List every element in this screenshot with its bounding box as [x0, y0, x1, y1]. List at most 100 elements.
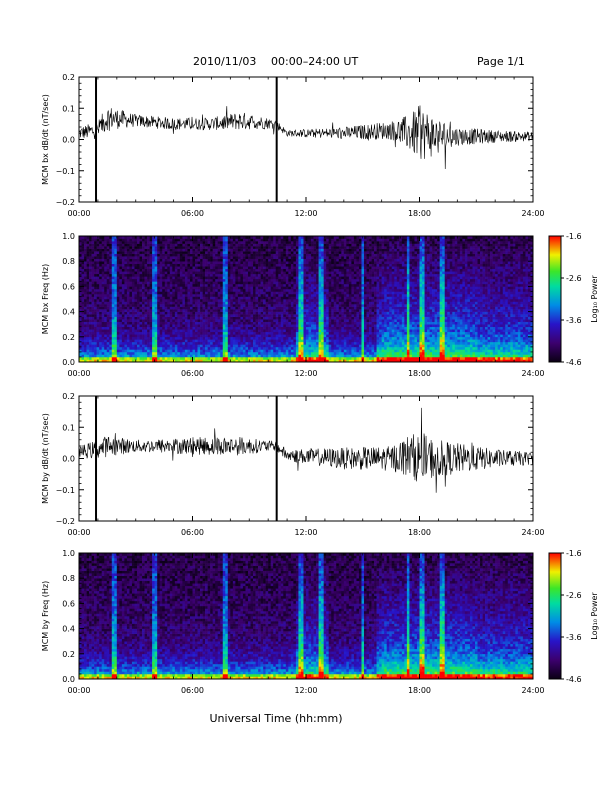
spectrogram-cell — [96, 341, 100, 345]
spectrogram-cell — [129, 299, 133, 302]
spectrogram-cell — [306, 301, 309, 305]
spectrogram-cell — [126, 266, 130, 270]
spectrogram-cell — [258, 286, 261, 290]
spectrogram-cell — [89, 336, 92, 340]
spectrogram-cell — [81, 286, 85, 290]
spectrogram-cell — [131, 329, 135, 333]
spectrogram-cell — [265, 351, 269, 355]
spectrogram-cell — [268, 281, 271, 285]
spectrogram-cell — [147, 248, 150, 252]
spectrogram-cell — [106, 286, 110, 290]
spectrogram-cell — [89, 311, 92, 315]
spectrogram-cell — [182, 256, 186, 259]
spectrogram-cell — [290, 304, 294, 307]
spectrogram-cell — [288, 278, 292, 282]
spectrogram-cell — [295, 246, 299, 249]
spectrogram-cell — [318, 293, 322, 297]
spectrogram-cell — [295, 241, 299, 244]
spectrogram-cell — [182, 329, 186, 333]
spectrogram-cell — [290, 359, 294, 363]
spectrogram-cell — [174, 324, 178, 328]
spectrogram-cell — [131, 359, 135, 363]
spectrogram-cell — [278, 286, 282, 290]
spectrogram-cell — [280, 238, 284, 242]
spectrogram-cell — [167, 306, 171, 310]
spectrogram-cell — [215, 329, 219, 333]
spectrogram-cell — [169, 309, 173, 312]
spectrogram-cell — [147, 258, 150, 262]
spectrogram-cell — [137, 331, 140, 335]
spectrogram-cell — [253, 299, 256, 302]
spectrogram-cell — [298, 283, 302, 287]
spectrogram-cell — [230, 331, 234, 335]
spectrogram-cell — [237, 331, 241, 335]
spectrogram-cell — [300, 246, 304, 249]
spectrogram-cell — [164, 236, 168, 239]
spectrogram-cell — [300, 283, 304, 287]
spectrogram-cell — [91, 354, 95, 358]
spectrogram-cell — [300, 341, 304, 345]
spectrogram-cell — [247, 326, 251, 330]
spectrogram-cell — [94, 304, 97, 307]
spectrogram-cell — [210, 291, 213, 295]
spectrogram-cell — [293, 314, 297, 317]
spectrogram-cell — [212, 286, 216, 290]
spectrogram-cell — [86, 301, 90, 305]
spectrogram-cell — [293, 324, 297, 328]
spectrogram-cell — [232, 329, 236, 333]
spectrogram-cell — [197, 266, 201, 270]
spectrogram-cell — [99, 241, 102, 244]
spectrogram-cell — [321, 271, 324, 275]
spectrogram-cell — [179, 246, 183, 249]
spectrogram-cell — [268, 311, 271, 315]
spectrogram-cell — [129, 346, 133, 350]
spectrogram-cell — [253, 344, 256, 348]
spectrogram-cell — [184, 311, 188, 315]
spectrogram-cell — [240, 299, 244, 302]
spectrogram-cell — [109, 266, 113, 270]
spectrogram-cell — [172, 256, 176, 259]
spectrogram-cell — [89, 251, 92, 254]
spectrogram-cell — [290, 288, 294, 292]
spectrogram-cell — [179, 299, 183, 302]
spectrogram-cell — [321, 344, 324, 348]
spectrogram-cell — [245, 344, 249, 348]
spectrogram-cell — [316, 238, 319, 242]
spectrogram-cell — [164, 251, 168, 254]
spectrogram-cell — [144, 266, 148, 270]
spectrogram-cell — [147, 273, 150, 277]
spectrogram-cell — [225, 331, 229, 335]
spectrogram-cell — [265, 331, 269, 335]
spectrogram-cell — [313, 304, 317, 307]
spectrogram-cell — [217, 251, 221, 254]
spectrogram-cell — [293, 281, 297, 285]
spectrogram-cell — [265, 293, 269, 297]
spectrogram-cell — [270, 336, 274, 340]
spectrogram-cell — [237, 334, 241, 338]
spectrogram-cell — [323, 304, 327, 307]
spectrogram-cell — [152, 306, 155, 310]
spectrogram-cell — [283, 243, 287, 247]
spectrogram-cell — [235, 319, 239, 322]
spectrogram-cell — [157, 356, 161, 360]
spectrogram-cell — [235, 304, 239, 307]
spectrogram-cell — [192, 306, 196, 310]
spectrogram-cell — [177, 241, 181, 244]
spectrogram-cell — [288, 251, 292, 254]
spectrogram-cell — [298, 356, 302, 360]
spectrogram-cell — [295, 334, 299, 338]
spectrogram-cell — [275, 306, 279, 310]
spectrogram-cell — [288, 311, 292, 315]
spectrogram-cell — [164, 324, 168, 328]
spectrogram-cell — [84, 339, 87, 343]
spectrogram-cell — [313, 278, 317, 282]
spectrogram-cell — [283, 349, 287, 353]
spectrogram-cell — [79, 314, 82, 317]
spectrogram-cell — [225, 324, 229, 328]
spectrogram-cell — [273, 271, 277, 275]
spectrogram-cell — [101, 356, 105, 360]
spectrogram-cell — [265, 339, 269, 343]
spectrogram-cell — [237, 271, 241, 275]
spectrogram-cell — [109, 301, 113, 305]
spectrogram-cell — [210, 311, 213, 315]
